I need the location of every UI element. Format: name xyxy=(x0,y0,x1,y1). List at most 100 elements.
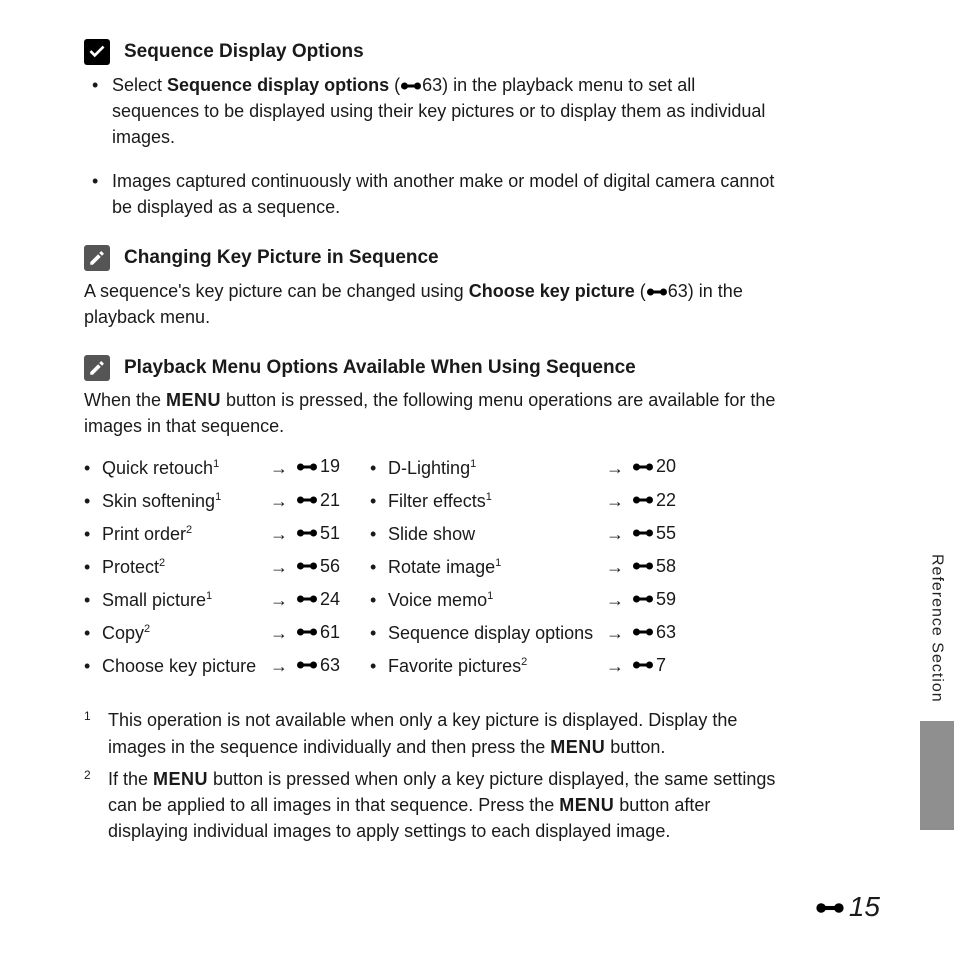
reference-icon xyxy=(632,592,654,606)
reference-icon xyxy=(632,658,654,672)
option-reference: 22 xyxy=(632,487,676,513)
option-name: Skin softening1 xyxy=(102,488,270,514)
arrow-glyph: → xyxy=(606,554,632,580)
option-name: Slide show xyxy=(388,521,606,547)
option-name: Protect2 xyxy=(102,554,270,580)
option-item: Rotate image1→58 xyxy=(370,553,676,580)
option-item: Small picture1→24 xyxy=(84,586,340,613)
bullet-item: Images captured continuously with anothe… xyxy=(92,168,786,220)
reference-icon xyxy=(632,625,654,639)
reference-icon xyxy=(400,79,422,93)
bullet-dot xyxy=(84,455,102,481)
option-item: Quick retouch1→19 xyxy=(84,453,340,480)
playback-intro-paragraph: When the MENU button is pressed, the fol… xyxy=(84,387,786,439)
option-name: Voice memo1 xyxy=(388,587,606,613)
bullet-dot xyxy=(84,587,102,613)
options-columns: Quick retouch1→19Skin softening1→21Print… xyxy=(84,453,786,685)
footnotes: 1 This operation is not available when o… xyxy=(84,707,786,843)
arrow-glyph: → xyxy=(606,488,632,514)
pencil-icon xyxy=(84,355,110,381)
bullet-item: Select Sequence display options (63) in … xyxy=(92,72,786,150)
section-title: Sequence Display Options xyxy=(124,38,364,66)
page-number: 15 xyxy=(815,887,880,928)
option-item: Favorite pictures2→7 xyxy=(370,652,676,679)
bullet-dot xyxy=(370,587,388,613)
reference-icon xyxy=(632,526,654,540)
option-item: Print order2→51 xyxy=(84,520,340,547)
option-name: Small picture1 xyxy=(102,587,270,613)
reference-icon xyxy=(646,285,668,299)
option-item: Voice memo1→59 xyxy=(370,586,676,613)
reference-icon xyxy=(296,592,318,606)
side-tab-label: Reference Section xyxy=(925,550,948,721)
arrow-glyph: → xyxy=(606,521,632,547)
bullet-dot xyxy=(370,521,388,547)
footnote: 1 This operation is not available when o… xyxy=(84,707,786,759)
arrow-glyph: → xyxy=(270,587,296,613)
option-reference: 55 xyxy=(632,520,676,546)
reference-icon xyxy=(815,898,845,918)
arrow-glyph: → xyxy=(606,620,632,646)
reference-icon xyxy=(296,460,318,474)
bullet-dot xyxy=(370,554,388,580)
option-item: Protect2→56 xyxy=(84,553,340,580)
option-reference: 59 xyxy=(632,586,676,612)
option-item: Skin softening1→21 xyxy=(84,487,340,514)
arrow-glyph: → xyxy=(270,620,296,646)
reference-icon xyxy=(296,493,318,507)
change-key-paragraph: A sequence's key picture can be changed … xyxy=(84,278,786,330)
section-title: Playback Menu Options Available When Usi… xyxy=(124,354,636,382)
section-heading-change-key: Changing Key Picture in Sequence xyxy=(84,244,786,272)
option-item: Copy2→61 xyxy=(84,619,340,646)
arrow-glyph: → xyxy=(270,455,296,481)
option-item: Choose key picture→63 xyxy=(84,652,340,679)
section-heading-playback-menu: Playback Menu Options Available When Usi… xyxy=(84,354,786,382)
bullet-dot xyxy=(84,488,102,514)
reference-icon xyxy=(632,493,654,507)
bullet-dot xyxy=(84,620,102,646)
option-name: Favorite pictures2 xyxy=(388,653,606,679)
bullet-dot xyxy=(370,620,388,646)
option-reference: 56 xyxy=(296,553,340,579)
bullet-dot xyxy=(370,488,388,514)
bullet-dot xyxy=(84,521,102,547)
option-reference: 63 xyxy=(632,619,676,645)
arrow-glyph: → xyxy=(606,455,632,481)
menu-glyph: MENU xyxy=(550,737,605,757)
arrow-glyph: → xyxy=(270,488,296,514)
option-reference: 63 xyxy=(296,652,340,678)
arrow-glyph: → xyxy=(606,653,632,679)
option-reference: 21 xyxy=(296,487,340,513)
reference-icon xyxy=(296,526,318,540)
bullet-dot xyxy=(84,653,102,679)
side-tab: Reference Section xyxy=(920,550,954,830)
option-name: Sequence display options xyxy=(388,620,606,646)
option-name: Choose key picture xyxy=(102,653,270,679)
option-item: Sequence display options→63 xyxy=(370,619,676,646)
option-item: Slide show→55 xyxy=(370,520,676,547)
sequence-display-bullets: Select Sequence display options (63) in … xyxy=(92,72,786,220)
bullet-dot xyxy=(370,455,388,481)
option-name: Quick retouch1 xyxy=(102,455,270,481)
footnote: 2 If the MENU button is pressed when onl… xyxy=(84,766,786,844)
option-name: Rotate image1 xyxy=(388,554,606,580)
reference-icon xyxy=(632,559,654,573)
reference-icon xyxy=(296,658,318,672)
reference-icon xyxy=(296,625,318,639)
option-reference: 58 xyxy=(632,553,676,579)
menu-glyph: MENU xyxy=(166,390,221,410)
section-heading-sequence-display: Sequence Display Options xyxy=(84,38,786,66)
menu-glyph: MENU xyxy=(559,795,614,815)
option-reference: 61 xyxy=(296,619,340,645)
option-name: Copy2 xyxy=(102,620,270,646)
check-icon xyxy=(84,39,110,65)
side-tab-bar xyxy=(920,721,954,830)
arrow-glyph: → xyxy=(270,521,296,547)
menu-glyph: MENU xyxy=(153,769,208,789)
pencil-icon xyxy=(84,245,110,271)
options-left-column: Quick retouch1→19Skin softening1→21Print… xyxy=(84,453,340,679)
option-item: D-Lighting1→20 xyxy=(370,453,676,480)
option-item: Filter effects1→22 xyxy=(370,487,676,514)
reference-icon xyxy=(296,559,318,573)
option-reference: 7 xyxy=(632,652,666,678)
